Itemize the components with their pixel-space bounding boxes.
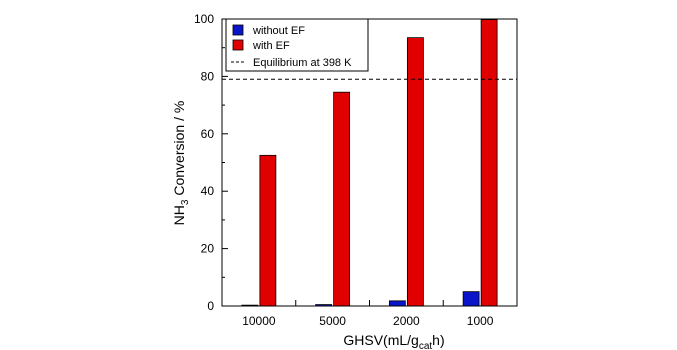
bar-with-ef-10000 bbox=[259, 154, 277, 307]
y-tick-label-80: 80 bbox=[201, 69, 215, 83]
legend-label-without-ef: without EF bbox=[252, 25, 305, 37]
legend-swatch-with-ef bbox=[232, 39, 244, 51]
y-axis-title-tail: Conversion / % bbox=[171, 101, 187, 200]
legend-label-equilibrium: Equilibrium at 398 K bbox=[253, 57, 352, 69]
bar-without-ef-1000 bbox=[462, 291, 480, 307]
y-axis-title-subscript: 3 bbox=[180, 199, 191, 205]
legend-swatch-without-ef bbox=[232, 24, 244, 36]
x-axis-title: GHSV(mL/gcath) bbox=[343, 332, 444, 350]
y-axis-title-main: NH bbox=[171, 205, 187, 225]
x-axis-title-tail: h) bbox=[432, 332, 444, 348]
bar-with-ef-5000 bbox=[333, 91, 351, 307]
bar-without-ef-2000 bbox=[388, 300, 406, 307]
y-tick-label-60: 60 bbox=[201, 127, 215, 141]
y-tick-label-100: 100 bbox=[194, 12, 214, 26]
x-tick-label-10000: 10000 bbox=[242, 314, 276, 328]
legend-label-with-ef: with EF bbox=[252, 40, 290, 52]
bar-with-ef-1000 bbox=[480, 19, 498, 307]
y-axis-title: NH3 Conversion / % bbox=[171, 101, 191, 226]
x-axis: 10000 5000 2000 1000 bbox=[242, 300, 494, 328]
bar-with-ef-2000 bbox=[406, 37, 424, 307]
y-tick-label-40: 40 bbox=[201, 184, 215, 198]
y-tick-label-20: 20 bbox=[201, 242, 215, 256]
y-tick-label-0: 0 bbox=[207, 299, 214, 313]
legend: without EF with EF Equilibrium at 398 K bbox=[225, 18, 369, 72]
x-axis-title-main: GHSV(mL/g bbox=[343, 332, 418, 348]
x-tick-label-2000: 2000 bbox=[393, 314, 420, 328]
x-tick-label-5000: 5000 bbox=[319, 314, 346, 328]
y-axis: 0 20 40 60 80 100 bbox=[194, 12, 228, 313]
legend-box bbox=[225, 18, 369, 72]
x-axis-title-subscript: cat bbox=[419, 341, 433, 350]
x-tick-label-1000: 1000 bbox=[467, 314, 494, 328]
